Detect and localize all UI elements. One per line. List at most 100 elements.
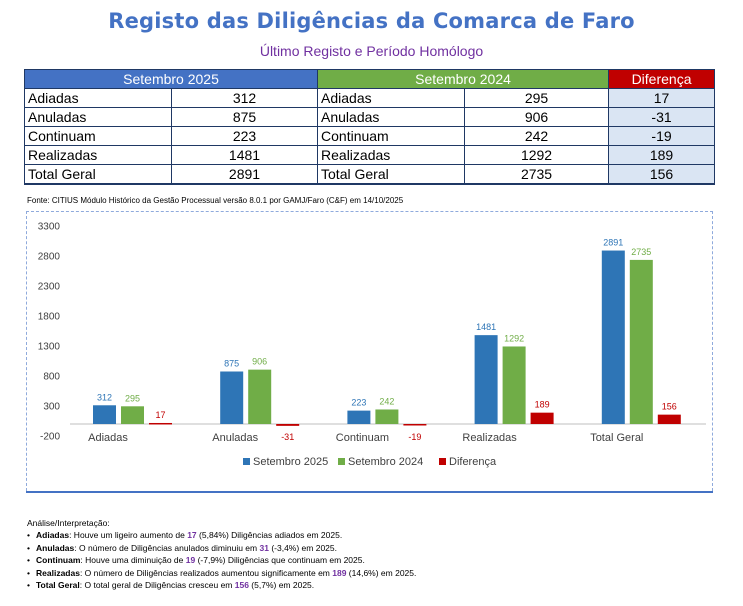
value-2024: 1292 (464, 145, 610, 165)
data-label: 875 (224, 359, 239, 369)
bar (375, 409, 399, 424)
table-row-total: Total Geral 2891 Total Geral 2735 156 (24, 164, 716, 185)
x-category-label: Continuam (336, 432, 389, 444)
analysis-item-realizadas: Realizadas: O número de Diligências real… (27, 567, 417, 580)
analysis-text: (-3,4%) em 2025. (268, 542, 337, 553)
analysis-term: Adiadas (36, 530, 70, 541)
bar (629, 259, 653, 424)
bar (93, 405, 116, 424)
analysis-item-total-geral: Total Geral: O total geral de Diligência… (27, 579, 416, 592)
y-tick-label: 2300 (38, 282, 61, 293)
data-label: 312 (97, 392, 112, 402)
data-label: 189 (535, 400, 550, 410)
page-subtitle: Último Registo e Período Homólogo (259, 43, 484, 59)
legend-swatch (338, 458, 345, 465)
y-tick-label: 2800 (38, 252, 61, 263)
header-setembro-2025: Setembro 2025 (23, 69, 319, 89)
analysis-text: : O número de Diligências anulados dimin… (74, 542, 260, 553)
data-label: 17 (155, 410, 165, 420)
bar (657, 414, 681, 424)
analysis-text: (5,84%) Diligências adiados em 2025. (196, 530, 343, 541)
bar (347, 410, 371, 424)
data-label: 156 (662, 402, 677, 412)
analysis-section: Análise/Interpretação: Adiadas: Houve um… (27, 517, 416, 592)
legend-label: Diferença (449, 456, 497, 468)
bar (220, 371, 244, 424)
legend-swatch (243, 458, 250, 465)
value-2025: 312 (170, 88, 319, 108)
analysis-value: 17 (187, 530, 197, 541)
value-diff: -31 (608, 107, 716, 127)
analysis-text: (-7,9%) Diligências que continuam em 202… (195, 555, 365, 566)
source-note: Fonte: CITIUS Módulo Histórico da Gestão… (27, 196, 404, 205)
bar (474, 335, 498, 424)
legend-swatch (439, 458, 446, 465)
legend-label: Setembro 2024 (348, 456, 423, 468)
y-tick-label: 3300 (38, 222, 61, 233)
analysis-item-continuam: Continuam: Houve uma diminuição de 19 (-… (27, 554, 416, 567)
analysis-text: (14,6%) em 2025. (346, 567, 417, 578)
x-category-label: Realizadas (462, 432, 517, 444)
analysis-term: Anuladas (36, 542, 75, 553)
bar (248, 369, 272, 424)
data-label: 906 (252, 357, 267, 367)
bar (276, 424, 300, 426)
bar (121, 406, 144, 424)
x-category-label: Anuladas (212, 432, 258, 444)
chart-bottom-divider (26, 491, 713, 493)
data-label: 295 (125, 393, 140, 403)
analysis-item-anuladas: Anuladas: O número de Diligências anulad… (27, 542, 416, 555)
header-diferenca: Diferença (608, 69, 716, 89)
data-label: 2735 (631, 247, 651, 257)
analysis-text: : O total geral de Diligências cresceu e… (79, 580, 235, 591)
analysis-text: (5,7%) em 2025. (248, 580, 315, 591)
x-category-label: Adiadas (88, 432, 128, 444)
value-diff: 189 (608, 145, 716, 165)
analysis-value: 31 (259, 542, 269, 553)
row-label-2025: Total Geral (24, 164, 172, 185)
table-row: Anuladas 875 Anuladas 906 -31 (24, 107, 716, 127)
analysis-heading: Análise/Interpretação: (27, 518, 110, 528)
y-tick-label: 1300 (38, 342, 61, 353)
row-label-2025: Realizadas (24, 145, 172, 165)
value-2024: 2735 (464, 164, 610, 185)
bar (530, 412, 554, 424)
analysis-text: : O número de Diligências realizados aum… (79, 567, 333, 578)
value-2025: 2891 (170, 164, 319, 185)
analysis-term: Total Geral (36, 580, 80, 591)
x-category-label: Total Geral (590, 432, 643, 444)
page-title: Registo das Diligências da Comarca de Fa… (108, 9, 635, 33)
row-label-2024: Realizadas (317, 145, 466, 165)
analysis-value: 156 (234, 580, 249, 591)
value-diff: 156 (608, 164, 716, 185)
data-label: 242 (379, 396, 394, 406)
data-label: -19 (408, 432, 421, 442)
summary-table: Setembro 2025 Setembro 2024 Diferença Ad… (23, 69, 716, 185)
data-label: 223 (351, 398, 366, 408)
table-row: Realizadas 1481 Realizadas 1292 189 (24, 145, 716, 165)
chart-frame (26, 211, 713, 491)
row-label-2024: Adiadas (317, 88, 466, 108)
analysis-term: Realizadas (36, 567, 80, 578)
analysis-item-adiadas: Adiadas: Houve um ligeiro aumento de 17 … (27, 529, 416, 542)
analysis-value: 189 (332, 567, 347, 578)
value-2025: 1481 (170, 145, 319, 165)
legend-label: Setembro 2025 (253, 456, 328, 468)
row-label-2024: Total Geral (317, 164, 466, 185)
bar (403, 424, 427, 426)
data-label: -31 (281, 432, 294, 442)
bar (149, 422, 172, 425)
y-tick-label: 800 (43, 372, 60, 383)
bar (502, 346, 526, 424)
value-2024: 242 (464, 126, 610, 146)
analysis-text: : Houve um ligeiro aumento de (69, 530, 188, 541)
analysis-value: 19 (185, 555, 196, 566)
data-label: 1292 (504, 333, 524, 343)
analysis-list: Adiadas: Houve um ligeiro aumento de 17 … (27, 529, 416, 591)
analysis-text: : Houve uma diminuição de (80, 555, 186, 566)
y-tick-label: 300 (43, 402, 60, 413)
data-label: 1481 (476, 322, 496, 332)
bar (601, 250, 625, 424)
analysis-term: Continuam (36, 555, 81, 566)
